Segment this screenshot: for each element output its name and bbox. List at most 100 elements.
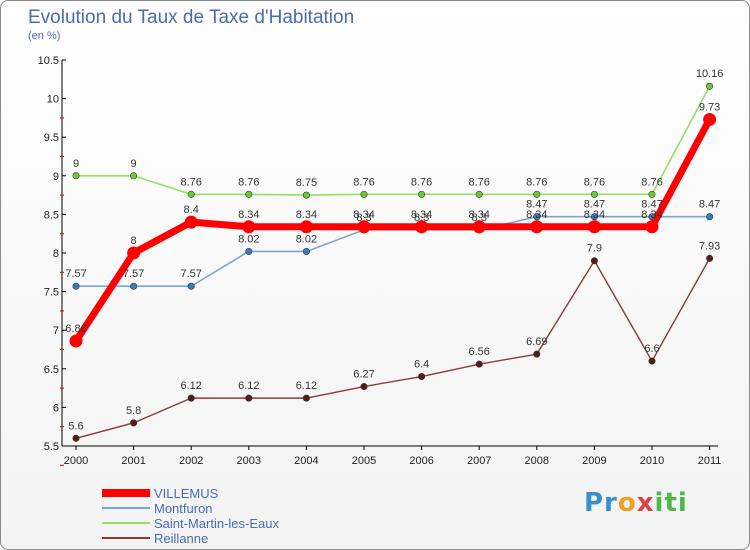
data-point-reillanne — [706, 254, 714, 262]
x-tick-label: 2008 — [525, 455, 549, 467]
data-label-saint-martin-les-eaux: 8.76 — [411, 176, 432, 188]
data-point-reillanne — [360, 383, 368, 391]
data-point-reillanne — [475, 360, 483, 368]
data-point-villemus — [472, 220, 486, 234]
x-tick-label: 2001 — [121, 455, 145, 467]
data-label-saint-martin-les-eaux: 8.76 — [641, 176, 662, 188]
data-label-reillanne: 6.4 — [414, 359, 429, 371]
data-point-saint-martin-les-eaux — [72, 172, 80, 180]
data-label-villemus: 8.34 — [238, 209, 259, 221]
data-point-saint-martin-les-eaux — [533, 190, 541, 198]
y-tick-label: 9 — [53, 171, 59, 183]
data-label-reillanne: 7.9 — [587, 243, 602, 255]
data-point-montfuron — [533, 213, 541, 221]
data-point-villemus — [184, 215, 198, 229]
data-point-saint-martin-les-eaux — [648, 190, 656, 198]
data-label-reillanne: 6.6 — [644, 343, 659, 355]
data-label-reillanne: 6.12 — [238, 380, 259, 392]
data-label-montfuron: 8.02 — [296, 233, 317, 245]
data-label-villemus: 8 — [131, 235, 137, 247]
data-point-saint-martin-les-eaux — [245, 190, 253, 198]
data-label-reillanne: 6.12 — [180, 380, 201, 392]
legend-label-saint-martin-les-eaux: Saint-Martin-les-Eaux — [154, 516, 279, 531]
data-point-montfuron — [590, 213, 598, 221]
proxiti-logo: Proxiti — [584, 488, 688, 518]
data-point-villemus — [357, 220, 371, 234]
data-label-reillanne: 6.69 — [526, 336, 547, 348]
data-point-saint-martin-les-eaux — [418, 190, 426, 198]
data-label-montfuron: 7.57 — [123, 268, 144, 280]
data-point-villemus — [299, 220, 313, 234]
x-tick-label: 2009 — [582, 455, 606, 467]
data-point-saint-martin-les-eaux — [187, 190, 195, 198]
data-point-reillanne — [590, 257, 598, 265]
data-label-villemus: 9.73 — [699, 101, 720, 113]
data-point-villemus — [703, 112, 717, 126]
data-point-saint-martin-les-eaux — [302, 191, 310, 199]
data-label-villemus: 8.34 — [468, 209, 489, 221]
data-point-villemus — [530, 220, 544, 234]
chart-unit: (en %) — [28, 30, 61, 42]
legend-label-villemus: VILLEMUS — [154, 486, 219, 501]
data-point-reillanne — [245, 394, 253, 402]
x-tick-label: 2005 — [352, 455, 376, 467]
data-label-montfuron: 7.57 — [65, 268, 86, 280]
data-point-saint-martin-les-eaux — [590, 190, 598, 198]
y-tick-label: 6 — [53, 402, 59, 414]
data-point-saint-martin-les-eaux — [706, 82, 714, 90]
data-point-villemus — [242, 220, 256, 234]
data-point-montfuron — [187, 282, 195, 290]
data-label-montfuron: 7.57 — [180, 268, 201, 280]
data-label-villemus: 8.34 — [353, 209, 374, 221]
y-tick-label: 7 — [53, 325, 59, 337]
x-tick-label: 2002 — [179, 455, 203, 467]
data-label-villemus: 8.34 — [641, 209, 662, 221]
data-point-montfuron — [72, 282, 80, 290]
data-point-montfuron — [706, 213, 714, 221]
series-line-reillanne — [75, 257, 711, 439]
data-label-reillanne: 7.93 — [699, 240, 720, 252]
data-label-reillanne: 5.6 — [68, 420, 83, 432]
data-label-saint-martin-les-eaux: 9 — [73, 158, 79, 170]
data-label-saint-martin-les-eaux: 8.76 — [238, 176, 259, 188]
series-line-saint-martin-les-eaux — [75, 85, 711, 196]
x-tick-label: 2007 — [467, 455, 491, 467]
data-label-montfuron: 8.3 — [472, 212, 487, 224]
legend-label-montfuron: Montfuron — [154, 501, 213, 516]
data-label-saint-martin-les-eaux: 8.76 — [180, 176, 201, 188]
data-label-montfuron: 8.02 — [238, 233, 259, 245]
y-tick-label: 9.5 — [44, 132, 59, 144]
data-label-saint-martin-les-eaux: 8.76 — [526, 176, 547, 188]
x-tick-label: 2000 — [64, 455, 88, 467]
data-point-villemus — [645, 220, 659, 234]
x-tick-label: 2006 — [409, 455, 433, 467]
data-label-saint-martin-les-eaux: 9 — [131, 158, 137, 170]
data-point-villemus — [415, 220, 429, 234]
data-point-reillanne — [130, 419, 138, 427]
data-label-reillanne: 6.12 — [296, 380, 317, 392]
data-label-montfuron: 8.3 — [414, 212, 429, 224]
series-line-villemus — [72, 115, 714, 345]
data-point-reillanne — [72, 434, 80, 442]
data-label-villemus: 8.34 — [296, 209, 317, 221]
data-label-reillanne: 6.27 — [353, 369, 374, 381]
x-tick-label: 2010 — [640, 455, 664, 467]
data-label-saint-martin-les-eaux: 8.75 — [296, 177, 317, 189]
x-tick-label: 2011 — [698, 455, 722, 467]
data-label-montfuron: 8.47 — [699, 199, 720, 211]
y-tick-label: 10 — [47, 94, 59, 106]
data-label-saint-martin-les-eaux: 10.16 — [696, 68, 724, 80]
data-point-saint-martin-les-eaux — [130, 172, 138, 180]
data-point-villemus — [127, 246, 141, 260]
data-point-reillanne — [418, 373, 426, 381]
data-label-saint-martin-les-eaux: 8.76 — [468, 176, 489, 188]
data-point-saint-martin-les-eaux — [475, 190, 483, 198]
data-label-montfuron: 8.47 — [526, 199, 547, 211]
data-label-saint-martin-les-eaux: 8.76 — [353, 176, 374, 188]
data-label-villemus: 8.34 — [526, 209, 547, 221]
data-point-montfuron — [130, 282, 138, 290]
data-label-montfuron: 8.3 — [356, 212, 371, 224]
x-tick-label: 2004 — [294, 455, 318, 467]
data-point-reillanne — [302, 394, 310, 402]
y-tick-label: 6.5 — [44, 364, 59, 376]
